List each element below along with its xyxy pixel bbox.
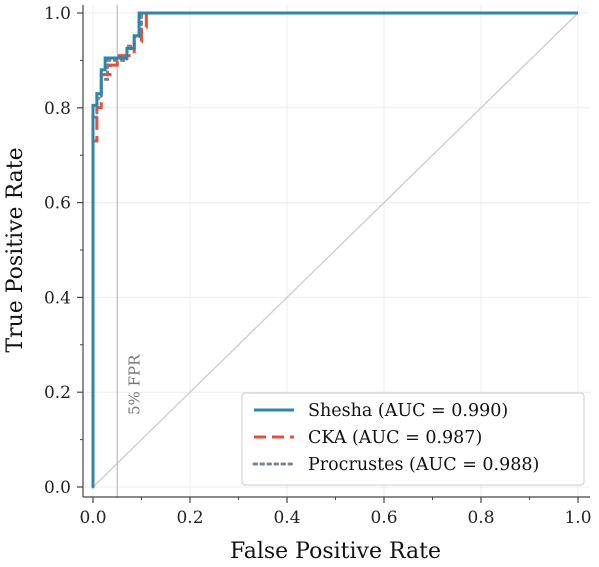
y-axis-label: True Positive Rate: [3, 147, 28, 352]
axes: [82, 5, 590, 498]
y-tick-label: 0.4: [44, 288, 71, 308]
y-tick-label: 0.0: [44, 478, 71, 498]
y-ticks: 0.0 0.2 0.4 0.6 0.8 1.0: [44, 4, 83, 498]
x-tick-label: 0.4: [273, 508, 300, 528]
x-ticks: 0.0 0.2 0.4 0.6 0.8 1.0: [79, 497, 592, 528]
legend-items: Shesha (AUC = 0.990) CKA (AUC = 0.987) Pro…: [252, 401, 539, 475]
series-line-1: [91, 11, 578, 487]
y-tick-label: 0.8: [44, 99, 71, 119]
legend-box: [241, 392, 585, 486]
x-axis-label: False Positive Rate: [230, 539, 441, 564]
legend-label-2: Procrustes (AUC = 0.988): [308, 455, 539, 475]
legend-label-0: Shesha (AUC = 0.990): [308, 401, 508, 421]
series-line-0: [91, 11, 578, 487]
x-tick-label: 0.8: [467, 508, 494, 528]
chance-diagonal-line: [92, 12, 579, 488]
y-tick-label: 0.6: [44, 194, 71, 214]
x-tick-label: 0.6: [370, 508, 397, 528]
y-tick-label: 1.0: [44, 4, 71, 24]
x-tick-label: 0.0: [79, 508, 106, 528]
series-lines: [91, 11, 580, 489]
legend: Shesha (AUC = 0.990) CKA (AUC = 0.987) Pro…: [241, 392, 585, 486]
y-tick-label: 0.2: [44, 383, 71, 403]
x-tick-label: 0.2: [176, 508, 203, 528]
legend-label-1: CKA (AUC = 0.987): [308, 428, 482, 448]
x-tick-label: 1.0: [564, 508, 591, 528]
fpr-reference-label: 5% FPR: [125, 354, 143, 415]
